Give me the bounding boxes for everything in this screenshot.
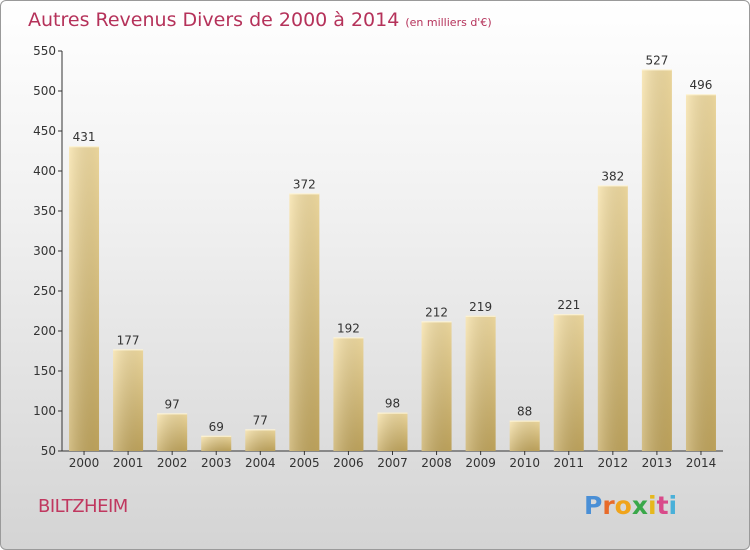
bar-shade-2008 xyxy=(421,321,452,451)
x-tick-label: 2014 xyxy=(686,456,717,470)
chart-header: Autres Revenus Divers de 2000 à 2014 (en … xyxy=(28,9,492,31)
brand-logo[interactable]: Proxiti xyxy=(584,491,677,520)
brand-letter: x xyxy=(631,491,648,520)
brand-letter: t xyxy=(656,491,669,520)
bar-shade-2014 xyxy=(685,94,716,451)
bar-shade-2001 xyxy=(113,349,144,451)
bar-shade-2009 xyxy=(465,315,496,451)
brand-letter: r xyxy=(602,491,615,520)
x-tick-label: 2003 xyxy=(201,456,232,470)
x-tick-label: 2006 xyxy=(333,456,364,470)
bar-shade-2005 xyxy=(289,193,320,451)
brand-letter: o xyxy=(614,491,632,520)
data-label: 496 xyxy=(690,78,713,92)
bar-shade-2006 xyxy=(333,337,364,451)
x-tick-label: 2013 xyxy=(642,456,673,470)
y-tick-label: 300 xyxy=(33,244,56,258)
bar-shade-2013 xyxy=(641,69,672,452)
x-tick-label: 2010 xyxy=(509,456,540,470)
data-label: 97 xyxy=(165,397,180,411)
y-tick-label: 250 xyxy=(33,284,56,298)
x-tick-label: 2005 xyxy=(289,456,320,470)
brand-letter: i xyxy=(648,491,657,520)
x-tick-label: 2002 xyxy=(157,456,188,470)
data-label: 77 xyxy=(253,413,268,427)
y-tick-label: 550 xyxy=(33,44,56,58)
data-label: 372 xyxy=(293,177,316,191)
bar-shade-2010 xyxy=(509,420,540,451)
y-tick-label: 400 xyxy=(33,164,56,178)
data-label: 177 xyxy=(117,333,140,347)
data-label: 527 xyxy=(645,53,668,67)
y-tick-label: 100 xyxy=(33,404,56,418)
town-name: BILTZHEIM xyxy=(38,496,128,517)
data-label: 192 xyxy=(337,321,360,335)
bar-shade-2003 xyxy=(201,435,232,451)
bar-shade-2011 xyxy=(553,314,584,451)
data-label: 212 xyxy=(425,305,448,319)
bar-shade-2007 xyxy=(377,412,408,451)
x-tick-label: 2001 xyxy=(113,456,144,470)
y-tick-label: 500 xyxy=(33,84,56,98)
y-tick-label: 450 xyxy=(33,124,56,138)
chart-subtitle: (en milliers d'€) xyxy=(405,16,492,29)
x-tick-label: 2000 xyxy=(69,456,100,470)
bar-shade-2002 xyxy=(157,413,188,451)
bar-shade-2012 xyxy=(597,185,628,451)
x-tick-label: 2007 xyxy=(377,456,408,470)
chart-labels: 431 2000 177 2001 97 2002 69 2003 77 2004 372 2005 1… xyxy=(69,53,716,470)
brand-letter: P xyxy=(584,491,603,520)
x-tick-label: 2009 xyxy=(465,456,496,470)
data-label: 88 xyxy=(517,405,532,419)
x-tick-label: 2008 xyxy=(421,456,452,470)
data-label: 98 xyxy=(385,397,400,411)
bar-shade-2004 xyxy=(245,429,276,451)
data-label: 221 xyxy=(557,298,580,312)
brand-letter: i xyxy=(668,491,678,520)
data-label: 69 xyxy=(209,420,224,434)
y-tick-label: 350 xyxy=(33,204,56,218)
chart-bars xyxy=(69,69,716,452)
y-tick-label: 50 xyxy=(41,444,56,458)
y-tick-label: 150 xyxy=(33,364,56,378)
y-tick-label: 200 xyxy=(33,324,56,338)
data-label: 431 xyxy=(73,130,96,144)
bar-shade-2000 xyxy=(69,146,100,451)
data-label: 219 xyxy=(469,300,492,314)
x-tick-label: 2011 xyxy=(553,456,584,470)
x-tick-label: 2012 xyxy=(598,456,629,470)
chart-title: Autres Revenus Divers de 2000 à 2014 xyxy=(28,9,400,31)
data-label: 382 xyxy=(601,169,624,183)
x-tick-label: 2004 xyxy=(245,456,276,470)
